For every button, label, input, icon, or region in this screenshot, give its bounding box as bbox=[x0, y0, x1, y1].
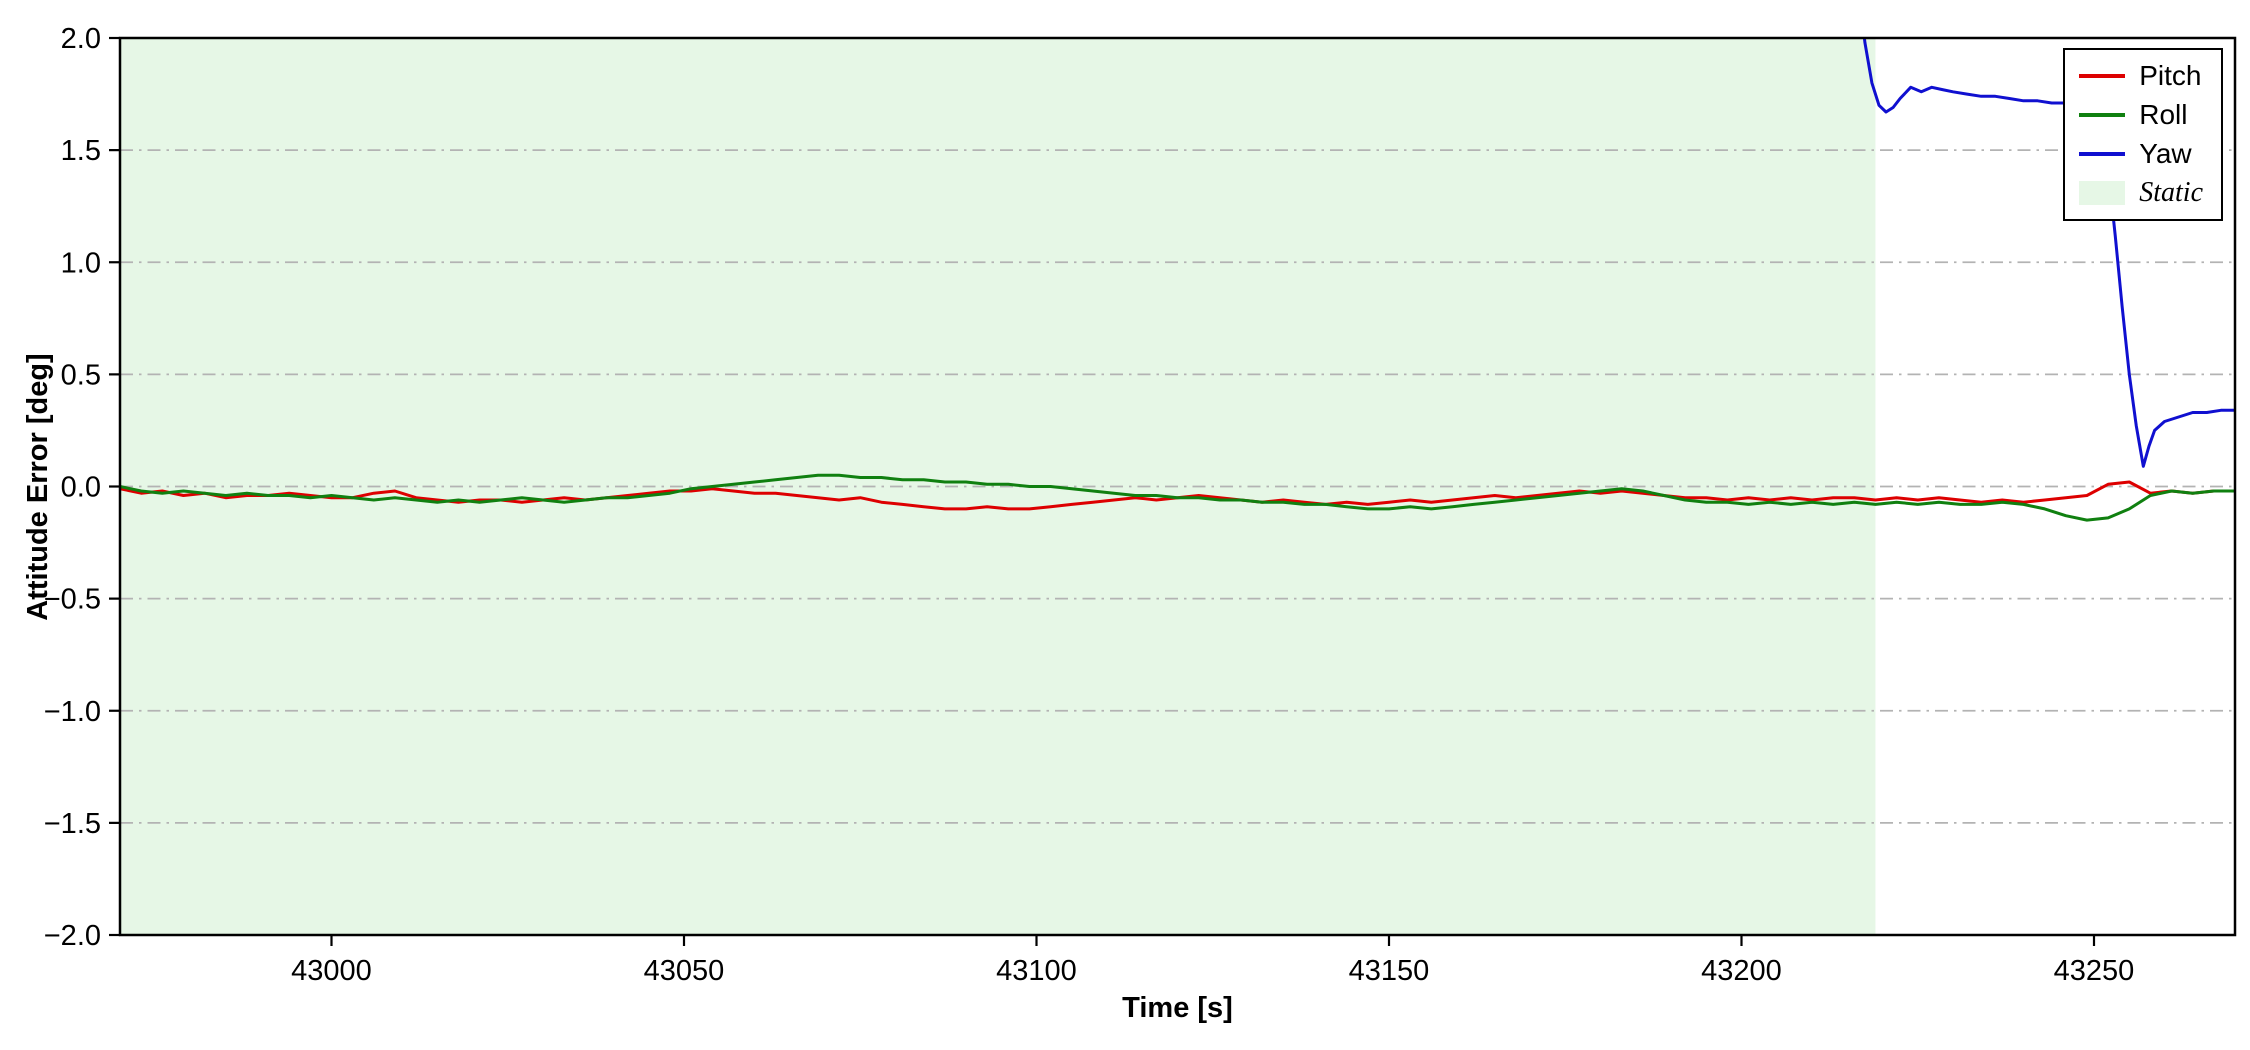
x-tick-label: 43100 bbox=[996, 955, 1077, 987]
legend-label-roll: Roll bbox=[2139, 99, 2188, 130]
y-tick-label: 2.0 bbox=[61, 23, 101, 55]
x-tick-label: 43150 bbox=[1349, 955, 1430, 987]
legend-label-yaw: Yaw bbox=[2139, 138, 2192, 169]
y-tick-label: −1.0 bbox=[44, 696, 101, 728]
x-tick-label: 43050 bbox=[644, 955, 725, 987]
x-tick-label: 43200 bbox=[1701, 955, 1782, 987]
series-yaw-line bbox=[1862, 38, 2235, 468]
legend: Pitch Roll Yaw Static bbox=[2063, 48, 2223, 221]
y-tick-label: 0.0 bbox=[61, 472, 101, 504]
y-axis-title: Attitude Error [deg] bbox=[22, 353, 54, 621]
y-tick-label: −0.5 bbox=[44, 584, 101, 616]
legend-item-roll: Roll bbox=[2079, 99, 2203, 131]
legend-label-pitch: Pitch bbox=[2139, 60, 2202, 91]
legend-item-static: Static bbox=[2079, 177, 2203, 209]
legend-line-swatch-roll bbox=[2079, 113, 2126, 117]
y-tick-label: 1.5 bbox=[61, 135, 101, 167]
x-tick-label: 43000 bbox=[291, 955, 372, 987]
legend-patch-swatch-static bbox=[2079, 181, 2126, 205]
y-tick-label: −1.5 bbox=[44, 808, 101, 840]
x-axis-title: Time [s] bbox=[1122, 992, 1233, 1024]
x-tick-label: 43250 bbox=[2054, 955, 2135, 987]
legend-item-pitch: Pitch bbox=[2079, 60, 2203, 92]
legend-line-swatch-pitch bbox=[2079, 74, 2126, 78]
legend-item-yaw: Yaw bbox=[2079, 138, 2203, 170]
legend-line-swatch-yaw bbox=[2079, 152, 2126, 156]
legend-label-static: Static bbox=[2139, 177, 2203, 208]
series-roll-line bbox=[120, 473, 2235, 522]
y-tick-label: 0.5 bbox=[61, 359, 101, 391]
y-tick-label: −2.0 bbox=[44, 920, 101, 952]
y-tick-label: 1.0 bbox=[61, 247, 101, 279]
